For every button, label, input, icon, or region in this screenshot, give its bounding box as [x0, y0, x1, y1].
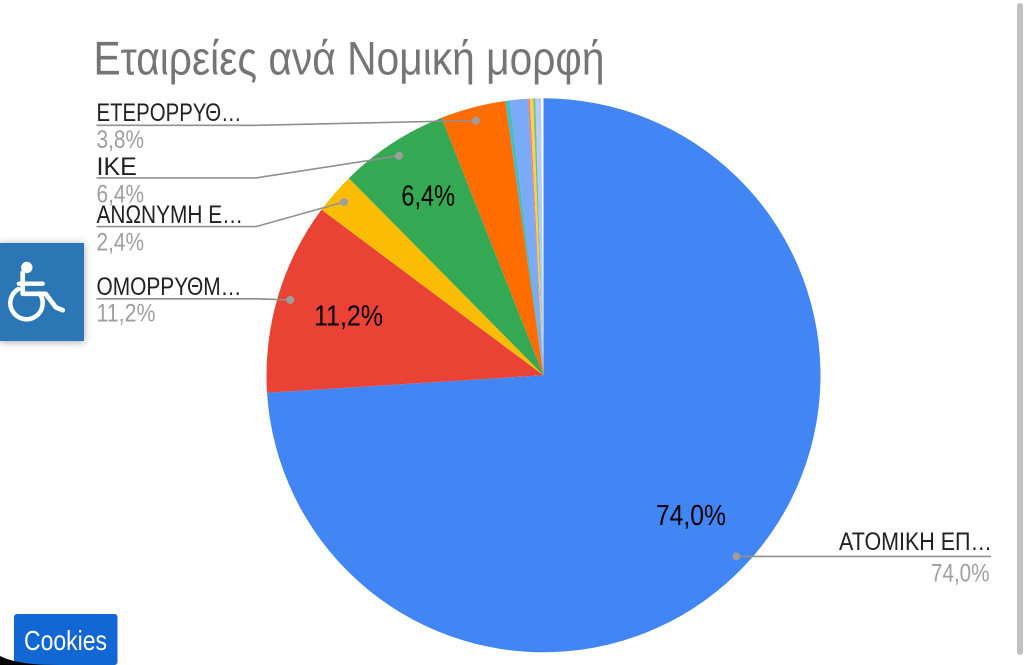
svg-text:74,0%: 74,0%	[656, 500, 726, 532]
svg-text:11,2%: 11,2%	[97, 300, 156, 328]
svg-text:ΕΤΕΡΟΡΡΥΘ…: ΕΤΕΡΟΡΡΥΘ…	[97, 99, 242, 127]
svg-text:ΑΤΟΜΙΚΗ ΕΠ…: ΑΤΟΜΙΚΗ ΕΠ…	[839, 528, 992, 556]
svg-text:74,0%: 74,0%	[931, 560, 990, 588]
svg-text:2,4%: 2,4%	[97, 229, 145, 257]
svg-text:Cookies: Cookies	[24, 625, 107, 656]
svg-text:ΙΚΕ: ΙΚΕ	[97, 153, 137, 181]
svg-text:Εταιρείες ανά Νομική μορφή: Εταιρείες ανά Νομική μορφή	[94, 32, 605, 85]
svg-text:6,4%: 6,4%	[97, 181, 145, 209]
svg-text:ΟΜΟΡΡΥΘΜ…: ΟΜΟΡΡΥΘΜ…	[97, 273, 242, 301]
svg-text:ΑΝΩΝΥΜΗ Ε…: ΑΝΩΝΥΜΗ Ε…	[97, 201, 244, 229]
svg-text:3,8%: 3,8%	[97, 126, 145, 154]
svg-text:11,2%: 11,2%	[314, 301, 383, 333]
svg-text:6,4%: 6,4%	[401, 181, 455, 213]
